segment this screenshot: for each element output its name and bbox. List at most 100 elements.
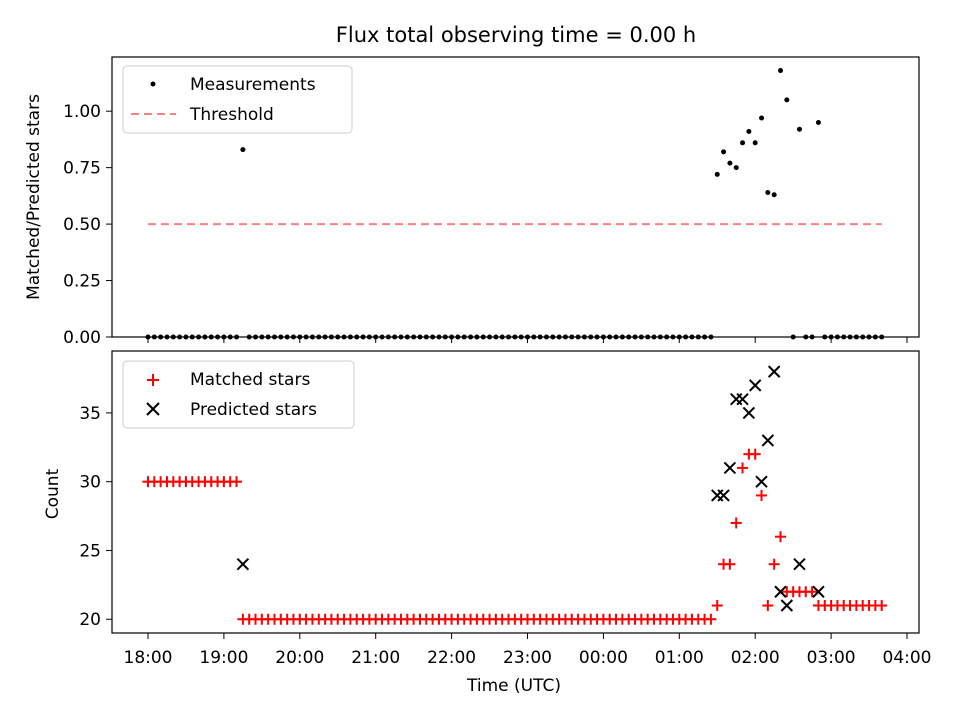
measurement-point [765, 189, 771, 195]
measurement-point [360, 334, 366, 340]
predicted-star-point [755, 475, 768, 488]
measurement-point [600, 334, 606, 340]
measurement-point [487, 334, 493, 340]
measurement-point [208, 334, 214, 340]
measurement-point [714, 171, 720, 177]
measurement-point [335, 334, 341, 340]
measurement-point [531, 334, 537, 340]
legend-label-matched: Matched stars [190, 370, 310, 390]
x-tick-label: 18:00 [124, 648, 173, 668]
measurement-point [240, 147, 246, 153]
measurement-point [518, 334, 524, 340]
measurement-point [613, 334, 619, 340]
measurement-point [499, 334, 505, 340]
measurement-point [265, 334, 271, 340]
measurement-point [657, 334, 663, 340]
measurement-point [676, 334, 682, 340]
measurement-point [417, 334, 423, 340]
measurement-point [411, 334, 417, 340]
measurement-point [474, 334, 480, 340]
legend-label-threshold: Threshold [189, 105, 274, 125]
y-tick-label: 20 [79, 610, 101, 630]
x-axis-label: Time (UTC) [466, 676, 561, 696]
measurement-point [170, 334, 176, 340]
measurement-point [196, 334, 202, 340]
measurement-point [740, 140, 746, 146]
top-y-axis-label: Matched/Predicted stars [24, 94, 44, 300]
measurement-point [822, 334, 828, 340]
top-y-ticks: 0.00 0.25 0.50 0.75 1.00 [63, 102, 112, 348]
measurement-point [316, 334, 322, 340]
measurement-point [468, 334, 474, 340]
predicted-star-point [723, 461, 737, 475]
measurement-point [309, 334, 315, 340]
measurement-point [284, 334, 290, 340]
x-tick-label: 19:00 [199, 648, 248, 668]
measurement-point [689, 334, 695, 340]
x-tick-label: 04:00 [883, 648, 932, 668]
measurement-point [645, 334, 651, 340]
measurement-point [512, 334, 518, 340]
predicted-star-point [812, 585, 825, 598]
top-legend: Measurements Threshold [122, 65, 353, 134]
measurement-point [145, 334, 151, 340]
x-tick-label: 03:00 [807, 648, 856, 668]
measurement-point [158, 334, 164, 340]
legend-marker-matched [147, 374, 159, 386]
measurement-point [834, 334, 840, 340]
matched-star-point [768, 558, 780, 570]
measurement-point [638, 334, 644, 340]
measurement-point [347, 334, 353, 340]
x-tick-label: 01:00 [655, 648, 704, 668]
measurement-point [455, 334, 461, 340]
predicted-star-point [236, 558, 250, 571]
measurement-point [278, 334, 284, 340]
matched-star-point [737, 462, 749, 474]
measurement-point [853, 334, 859, 340]
legend-marker-predicted [146, 402, 160, 416]
predicted-star-point [793, 558, 806, 571]
predicted-star-point [774, 585, 787, 598]
x-tick-label: 21:00 [351, 648, 400, 668]
measurement-point [449, 334, 455, 340]
measurement-point [373, 334, 379, 340]
legend-label-measurements: Measurements [190, 75, 316, 95]
measurement-point [183, 334, 189, 340]
measurement-point [341, 334, 347, 340]
measurement-point [290, 334, 296, 340]
y-tick-label: 30 [79, 473, 101, 493]
matched-star-point [876, 599, 888, 611]
predicted-star-point [742, 406, 756, 420]
measurement-point [151, 334, 157, 340]
predicted-star-point [767, 365, 781, 378]
measurement-point [778, 68, 783, 74]
measurement-point [721, 149, 727, 155]
measurement-point [866, 334, 872, 340]
measurement-point [619, 334, 625, 340]
measurement-point [752, 140, 758, 146]
measurement-point [879, 334, 885, 340]
measurement-point [708, 334, 714, 340]
measurement-point [525, 334, 530, 340]
measurement-point [177, 334, 183, 340]
measurement-point [556, 334, 562, 340]
measurement-point [651, 334, 657, 340]
measurement-point [423, 334, 429, 340]
measurement-point [581, 334, 587, 340]
measurement-point [354, 334, 360, 340]
bottom-legend: Matched stars Predicted stars [122, 360, 355, 429]
matched-star-point [806, 586, 818, 598]
x-tick-label: 02:00 [731, 648, 780, 668]
matched-star-point [756, 489, 768, 501]
y-tick-label: 0.50 [63, 215, 101, 235]
bottom-legend-box [122, 360, 355, 429]
measurement-point [189, 334, 195, 340]
matched-star-point [231, 476, 243, 488]
measurement-point [379, 334, 385, 340]
measurement-point [796, 126, 802, 132]
measurement-point [164, 334, 170, 340]
matched-star-point [724, 558, 736, 570]
y-tick-label: 0.00 [63, 328, 101, 348]
measurement-point [607, 334, 613, 340]
measurement-point [430, 334, 436, 340]
